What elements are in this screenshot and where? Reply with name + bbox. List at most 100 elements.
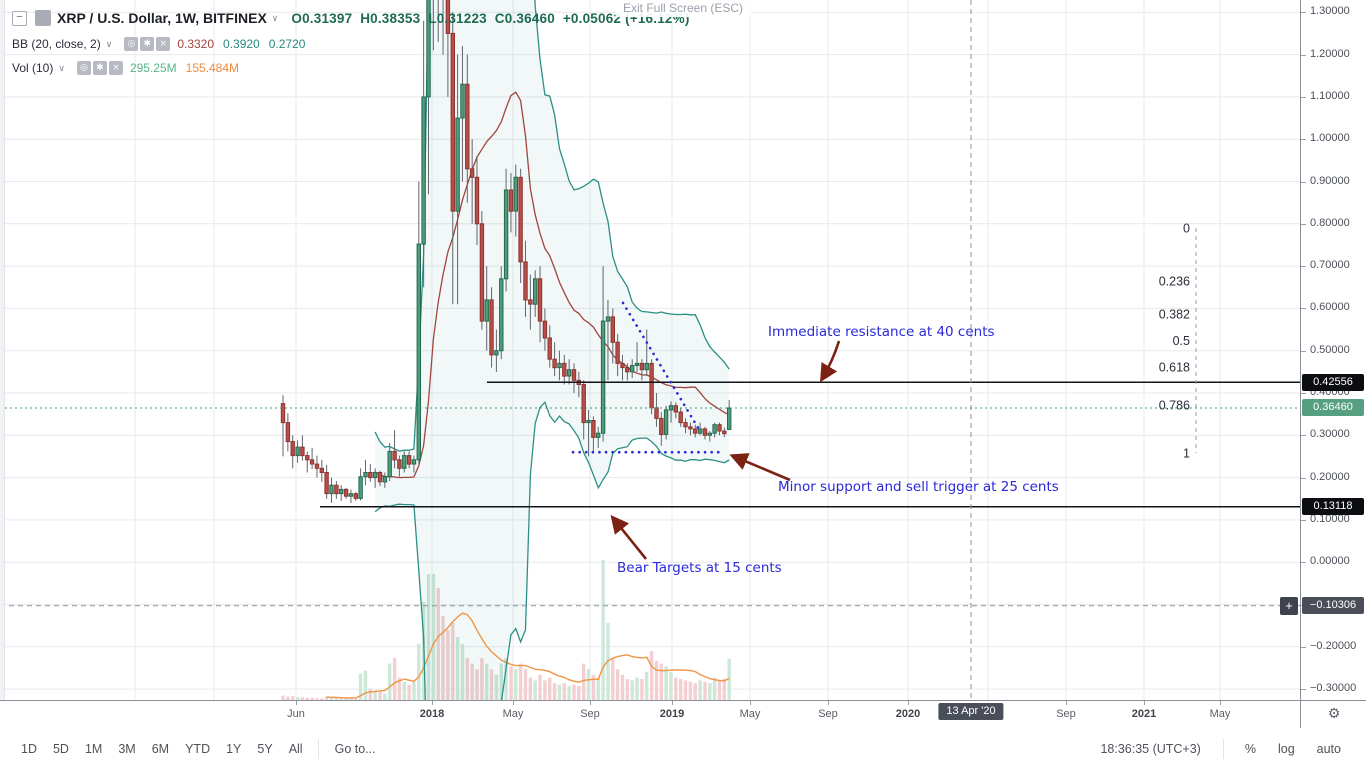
time-tick	[908, 701, 909, 705]
price-tick	[1301, 224, 1306, 225]
time-tick	[432, 701, 433, 705]
crosshair-price-label: −0.10306	[1302, 597, 1364, 614]
chevron-down-icon[interactable]: ∨	[58, 62, 65, 73]
bb-indicator-buttons: ◎ ✱ ×	[124, 37, 171, 51]
price-tick	[1301, 139, 1306, 140]
vol-close-icon[interactable]: ×	[108, 61, 123, 75]
price-tick	[1301, 266, 1306, 267]
price-tick	[1301, 562, 1306, 563]
log-scale-button[interactable]: log	[1277, 741, 1295, 756]
price-tick-label: 1.10000	[1310, 90, 1350, 102]
time-tick-label: 2021	[1131, 708, 1157, 720]
price-tick	[1301, 393, 1306, 394]
price-tick	[1301, 435, 1306, 436]
fib-level-label[interactable]: 0.236	[1159, 275, 1190, 289]
price-tick	[1301, 97, 1306, 98]
last-price-label: 0.36460	[1302, 399, 1364, 416]
range-button-1d[interactable]: 1D	[21, 741, 37, 756]
add-order-plus-icon[interactable]: +	[1280, 597, 1298, 615]
exchange-logo-icon	[35, 10, 51, 26]
time-tick-label: 2020	[895, 708, 921, 720]
bb-indicator-label[interactable]: BB (20, close, 2)	[12, 37, 101, 51]
time-axis[interactable]: Jun 2018 May Sep 2019 May Sep 2020 Sep 2021 May 13 …	[0, 700, 1300, 728]
price-tick-label: 0.10000	[1310, 513, 1350, 525]
price-tick-label: 0.00000	[1310, 555, 1350, 567]
price-tick-label: 0.90000	[1310, 175, 1350, 187]
vol-indicator-label[interactable]: Vol (10)	[12, 61, 54, 75]
resistance-price-label: 0.42556	[1302, 374, 1364, 391]
gear-icon[interactable]: ⚙	[1327, 706, 1341, 722]
blue-dotted-trendline[interactable]	[621, 301, 702, 433]
annotation-text[interactable]: Bear Targets at 15 cents	[617, 560, 782, 576]
bb-lower-value: 0.2720	[268, 37, 306, 51]
price-tick-label: 0.20000	[1310, 471, 1350, 483]
bb-gear-icon[interactable]: ✱	[140, 37, 155, 51]
fib-level-label[interactable]: 0	[1183, 222, 1190, 236]
annotation-text[interactable]: Minor support and sell trigger at 25 cen…	[778, 479, 1059, 495]
time-tick-label: May	[1209, 708, 1231, 720]
time-tick-label: Sep	[818, 708, 838, 720]
range-button-5y[interactable]: 5Y	[257, 741, 273, 756]
price-tick-label: 1.20000	[1310, 48, 1350, 60]
price-tick-label: 0.80000	[1310, 217, 1350, 229]
exit-fullscreen-tooltip: Exit Full Screen (ESC)	[614, 0, 752, 17]
time-tick-label: 2018	[419, 708, 445, 720]
time-tick-label: May	[739, 708, 761, 720]
auto-scale-button[interactable]: auto	[1316, 741, 1341, 756]
price-tick	[1301, 689, 1306, 690]
fib-level-label[interactable]: 0.5	[1173, 334, 1190, 348]
price-tick	[1301, 478, 1306, 479]
time-tick-label: May	[502, 708, 524, 720]
fib-level-label[interactable]: 0.786	[1159, 398, 1190, 412]
bb-eye-icon[interactable]: ◎	[124, 37, 139, 51]
bb-basis-value: 0.3320	[177, 37, 215, 51]
range-button-6m[interactable]: 6M	[151, 741, 170, 756]
percent-scale-button[interactable]: %	[1244, 741, 1256, 756]
time-tick	[828, 701, 829, 705]
symbol-title[interactable]: XRP / U.S. Dollar, 1W, BITFINEX	[57, 10, 267, 26]
bb-close-icon[interactable]: ×	[156, 37, 171, 51]
price-chart-pane[interactable]: 0 0.236 0.382 0.5 0.618 0.786 1 Immediate resis…	[0, 0, 1300, 700]
range-button-ytd[interactable]: YTD	[185, 741, 211, 756]
price-tick-label: 0.70000	[1310, 259, 1350, 271]
price-tick-label: 0.50000	[1310, 344, 1350, 356]
fib-level-label[interactable]: 0.618	[1159, 361, 1190, 375]
support-price-label: 0.13118	[1302, 498, 1364, 515]
clock-label[interactable]: 18:36:35 (UTC+3)	[1100, 741, 1201, 756]
toolbar-divider	[317, 738, 319, 759]
vol-value: 295.25M	[129, 61, 177, 75]
range-button-1y[interactable]: 1Y	[226, 741, 242, 756]
fib-level-label[interactable]: 0.382	[1159, 308, 1190, 322]
fib-level-label[interactable]: 1	[1183, 447, 1190, 461]
vol-eye-icon[interactable]: ◎	[76, 61, 91, 75]
time-tick	[513, 701, 514, 705]
annotation-arrow[interactable]	[610, 514, 648, 560]
collapse-legend-icon[interactable]: −	[12, 10, 27, 26]
range-button-1m[interactable]: 1M	[84, 741, 103, 756]
chevron-down-icon[interactable]: ∨	[271, 12, 279, 23]
annotation-text[interactable]: Immediate resistance at 40 cents	[768, 324, 995, 340]
range-button-all[interactable]: All	[288, 741, 303, 756]
goto-button[interactable]: Go to...	[334, 741, 376, 756]
chevron-down-icon[interactable]: ∨	[105, 38, 113, 49]
price-axis[interactable]: 1.30000 1.20000 1.10000 1.00000 0.90000 0.800…	[1300, 0, 1366, 700]
vol-gear-icon[interactable]: ✱	[92, 61, 107, 75]
price-tick	[1301, 308, 1306, 309]
drawing-toolbar-strip[interactable]	[0, 0, 5, 727]
time-tick-label: Sep	[580, 708, 600, 720]
time-tick	[590, 701, 591, 705]
price-tick	[1301, 647, 1306, 648]
range-button-5d[interactable]: 5D	[52, 741, 69, 756]
crosshair-date-label: 13 Apr '20	[938, 703, 1004, 720]
annotation-arrow[interactable]	[729, 453, 791, 482]
time-tick	[750, 701, 751, 705]
time-tick-label: Sep	[1056, 708, 1076, 720]
annotation-arrow[interactable]	[819, 340, 841, 383]
price-tick-label: 1.00000	[1310, 132, 1350, 144]
range-button-3m[interactable]: 3M	[118, 741, 136, 756]
price-tick	[1301, 520, 1306, 521]
price-tick	[1301, 351, 1306, 352]
time-tick	[1066, 701, 1067, 705]
price-tick-label: 0.60000	[1310, 301, 1350, 313]
time-tick-label: 2019	[659, 708, 685, 720]
